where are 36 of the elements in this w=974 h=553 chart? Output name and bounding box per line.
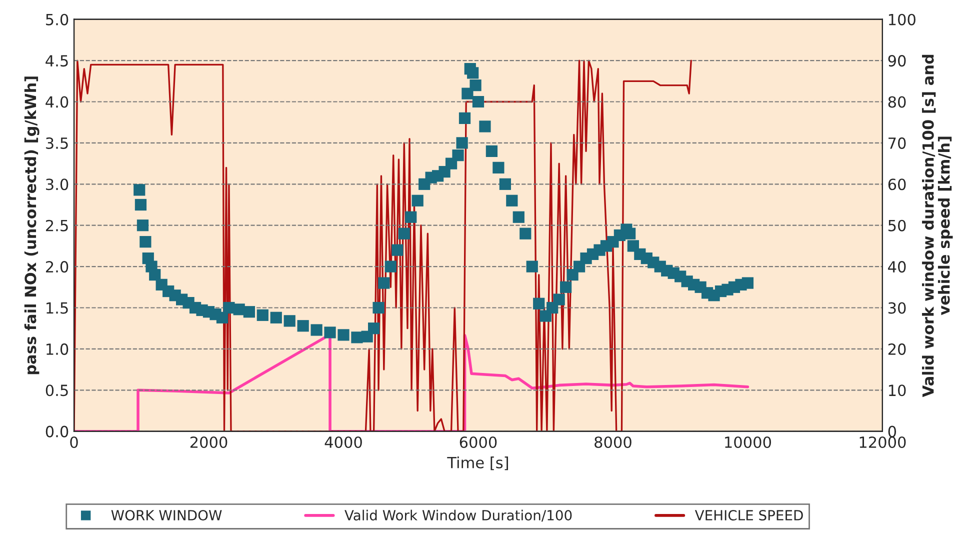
y2-tick-label: 80 bbox=[888, 96, 906, 108]
y-tick-label: 4.0 bbox=[46, 96, 68, 108]
x-tick-label: 0 bbox=[70, 436, 78, 448]
y2-tick-label: 100 bbox=[888, 14, 916, 26]
y2-tick-label: 70 bbox=[888, 137, 906, 149]
x-tick-label: 12000 bbox=[860, 436, 906, 448]
y2-tick-label: 0 bbox=[888, 426, 896, 438]
x-tick-label: 8000 bbox=[594, 436, 632, 448]
y-tick-label: 1.0 bbox=[46, 343, 68, 355]
x-tick-label: 4000 bbox=[324, 436, 362, 448]
y2-axis-title: Valid work window duration/100 [s] and vehicle speed [km/h] bbox=[922, 54, 953, 398]
y2-tick-label: 30 bbox=[888, 302, 906, 314]
y2-tick-label: 60 bbox=[888, 178, 906, 190]
y2-tick-label: 50 bbox=[888, 220, 906, 232]
y-tick-label: 4.5 bbox=[46, 55, 68, 67]
y-tick-label: 3.0 bbox=[46, 178, 68, 190]
y-tick-label: 0.5 bbox=[46, 384, 68, 396]
x-tick-label: 2000 bbox=[190, 436, 228, 448]
legend-label: WORK WINDOW bbox=[111, 510, 222, 521]
y-axis-title: pass fail NOx (uncorrectd) [g/kWh] bbox=[24, 76, 40, 374]
line-series bbox=[74, 60, 692, 432]
legend-label: Valid Work Window Duration/100 bbox=[344, 510, 572, 522]
y-tick-label: 3.5 bbox=[46, 137, 68, 149]
y2-tick-label: 40 bbox=[888, 261, 906, 273]
y2-tick-label: 20 bbox=[888, 343, 906, 355]
legend-label: VEHICLE SPEED bbox=[694, 510, 803, 521]
y-tick-label: 2.5 bbox=[46, 220, 68, 232]
x-axis-title: Time [s] bbox=[447, 456, 508, 470]
y-tick-label: 1.5 bbox=[46, 302, 68, 314]
y2-tick-label: 90 bbox=[888, 55, 906, 67]
x-tick-label: 6000 bbox=[460, 436, 497, 448]
y2-tick-label: 10 bbox=[888, 384, 906, 396]
y-tick-label: 2.0 bbox=[46, 261, 68, 273]
x-tick-label: 10000 bbox=[725, 436, 771, 448]
y-tick-label: 5.0 bbox=[46, 14, 68, 26]
y-tick-label: 0.0 bbox=[46, 426, 68, 438]
